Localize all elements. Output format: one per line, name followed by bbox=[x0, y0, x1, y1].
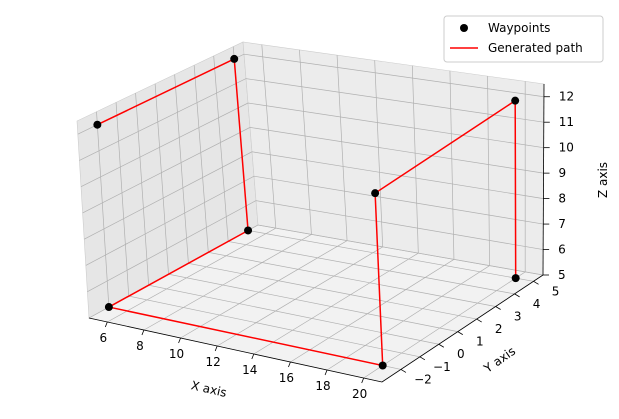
x-tick-mark bbox=[324, 369, 328, 376]
legend-label-generated-path: Generated path bbox=[488, 41, 583, 55]
legend-label-waypoints: Waypoints bbox=[488, 21, 550, 35]
z-axis-label: Z axis bbox=[596, 162, 610, 198]
z-tick-label: 11 bbox=[559, 115, 574, 129]
z-tick-label: 6 bbox=[558, 243, 566, 257]
y-tick-mark bbox=[419, 356, 426, 361]
y-tick-label: −2 bbox=[414, 372, 432, 386]
x-tick-label: 12 bbox=[206, 355, 221, 369]
y-tick-label: 1 bbox=[476, 335, 484, 349]
z-gridline bbox=[87, 200, 544, 293]
y-tick-label: 0 bbox=[457, 347, 465, 361]
x-tick-mark bbox=[361, 377, 365, 384]
x-tick-mark bbox=[178, 337, 181, 344]
y-tick-mark bbox=[514, 293, 520, 298]
legend-frame bbox=[443, 15, 604, 63]
y-axis-line bbox=[381, 274, 544, 383]
data-layer bbox=[93, 54, 520, 370]
y-tick-label: −1 bbox=[433, 360, 451, 374]
waypoint-marker bbox=[230, 54, 239, 63]
z-gridline bbox=[79, 78, 544, 161]
x-tick-mark bbox=[141, 329, 145, 336]
legend-marker-waypoints bbox=[460, 24, 468, 32]
y-tick-label: 5 bbox=[552, 284, 560, 298]
waypoint-marker bbox=[104, 303, 113, 312]
x-tick-mark bbox=[214, 345, 218, 352]
z-tick-label: 5 bbox=[558, 268, 566, 282]
x-tick-label: 14 bbox=[242, 363, 257, 377]
x-tick-mark bbox=[251, 353, 255, 360]
waypoint-marker bbox=[378, 361, 387, 370]
waypoint-marker bbox=[371, 189, 380, 198]
z-tick-label: 7 bbox=[558, 217, 566, 231]
waypoint-marker bbox=[511, 96, 520, 105]
z-tick-label: 12 bbox=[559, 90, 574, 104]
y-tick-label: 3 bbox=[514, 309, 522, 323]
y-tick-mark bbox=[533, 280, 539, 285]
x-tick-label: 10 bbox=[169, 347, 184, 361]
legend: Waypoints Generated path bbox=[443, 15, 604, 63]
x-tick-mark bbox=[288, 361, 291, 368]
y-tick-mark bbox=[457, 331, 463, 335]
waypoint-marker bbox=[511, 274, 520, 283]
y-tick-label: 2 bbox=[495, 322, 503, 336]
z-tick-label: 9 bbox=[559, 166, 567, 180]
x-tick-label: 20 bbox=[352, 387, 367, 401]
y-tick-mark bbox=[476, 318, 482, 323]
y-tick-mark bbox=[438, 343, 445, 348]
x-tick-mark bbox=[104, 321, 108, 328]
z-tick-label: 8 bbox=[558, 192, 566, 206]
z-gridline bbox=[84, 151, 544, 240]
z-gridline bbox=[80, 102, 544, 187]
waypoint-marker bbox=[93, 120, 102, 129]
z-gridline bbox=[85, 175, 544, 266]
waypoint-marker bbox=[244, 226, 253, 235]
x-tick-label: 8 bbox=[136, 339, 144, 353]
z-axis-line bbox=[542, 83, 545, 276]
z-tick-label: 10 bbox=[559, 141, 574, 155]
generated-path-line bbox=[97, 58, 517, 367]
y-tick-mark bbox=[495, 306, 501, 310]
y-tick-mark bbox=[400, 369, 407, 373]
z-gridline bbox=[82, 127, 544, 214]
x-tick-label: 6 bbox=[99, 331, 107, 345]
x-tick-label: 16 bbox=[279, 371, 294, 385]
y-tick-label: 4 bbox=[533, 297, 541, 311]
x-axis-line bbox=[88, 317, 383, 383]
x-tick-label: 18 bbox=[315, 379, 330, 393]
